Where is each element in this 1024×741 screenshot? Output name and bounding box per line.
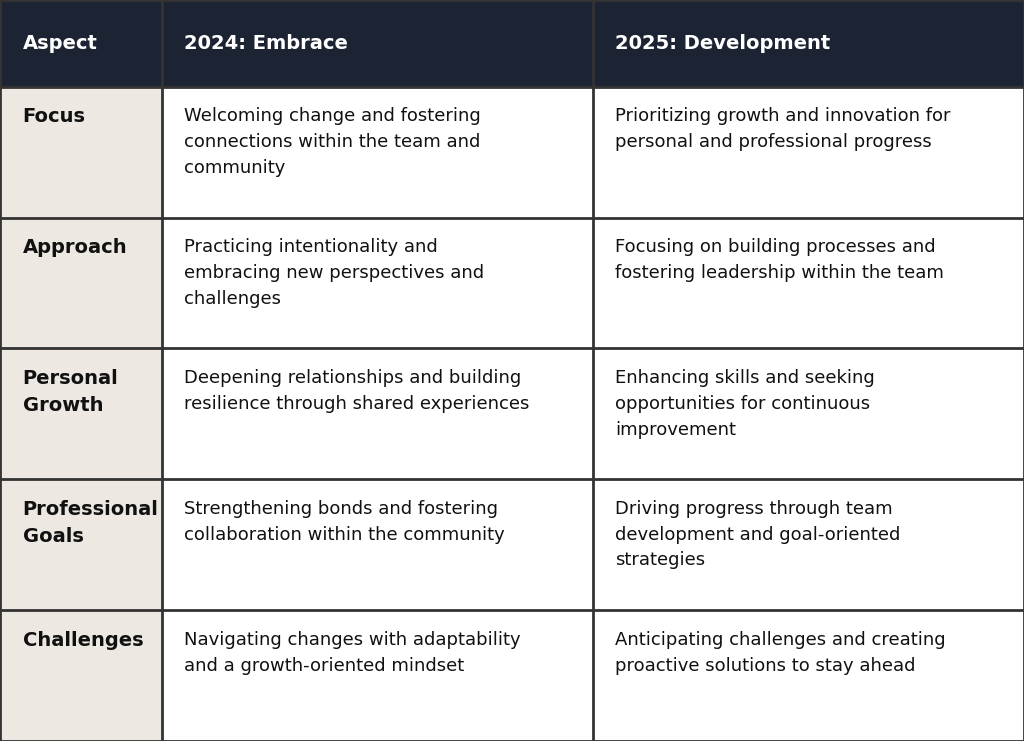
Text: Driving progress through team
development and goal-oriented
strategies: Driving progress through team developmen… [615,500,901,569]
Text: 2024: Embrace: 2024: Embrace [184,34,348,53]
Text: Deepening relationships and building
resilience through shared experiences: Deepening relationships and building res… [184,369,529,413]
Text: Enhancing skills and seeking
opportunities for continuous
improvement: Enhancing skills and seeking opportuniti… [615,369,876,439]
Text: Welcoming change and fostering
connections within the team and
community: Welcoming change and fostering connectio… [184,107,481,177]
Bar [162,479,593,610]
Bar [0,479,162,610]
Text: Anticipating challenges and creating
proactive solutions to stay ahead: Anticipating challenges and creating pro… [615,631,946,674]
Text: 2025: Development: 2025: Development [615,34,830,53]
Bar [0,348,162,479]
Bar [0,218,162,348]
Text: Navigating changes with adaptability
and a growth-oriented mindset: Navigating changes with adaptability and… [184,631,521,674]
Bar [0,0,162,87]
Text: Focusing on building processes and
fostering leadership within the team: Focusing on building processes and foste… [615,239,944,282]
Bar [0,610,162,741]
Text: Strengthening bonds and fostering
collaboration within the community: Strengthening bonds and fostering collab… [184,500,505,544]
Text: Challenges: Challenges [23,631,143,650]
Bar [162,348,593,479]
Bar [593,0,1024,87]
Text: Personal
Growth: Personal Growth [23,369,119,416]
Text: Professional
Goals: Professional Goals [23,500,159,546]
Bar [162,610,593,741]
Bar [593,479,1024,610]
Bar [593,218,1024,348]
Bar [0,87,162,218]
Bar [162,87,593,218]
Text: Practicing intentionality and
embracing new perspectives and
challenges: Practicing intentionality and embracing … [184,239,484,308]
Text: Focus: Focus [23,107,86,127]
Bar [593,87,1024,218]
Bar [593,348,1024,479]
Bar [162,0,593,87]
Text: Approach: Approach [23,239,127,257]
Bar [593,610,1024,741]
Text: Prioritizing growth and innovation for
personal and professional progress: Prioritizing growth and innovation for p… [615,107,951,151]
Text: Aspect: Aspect [23,34,97,53]
Bar [162,218,593,348]
